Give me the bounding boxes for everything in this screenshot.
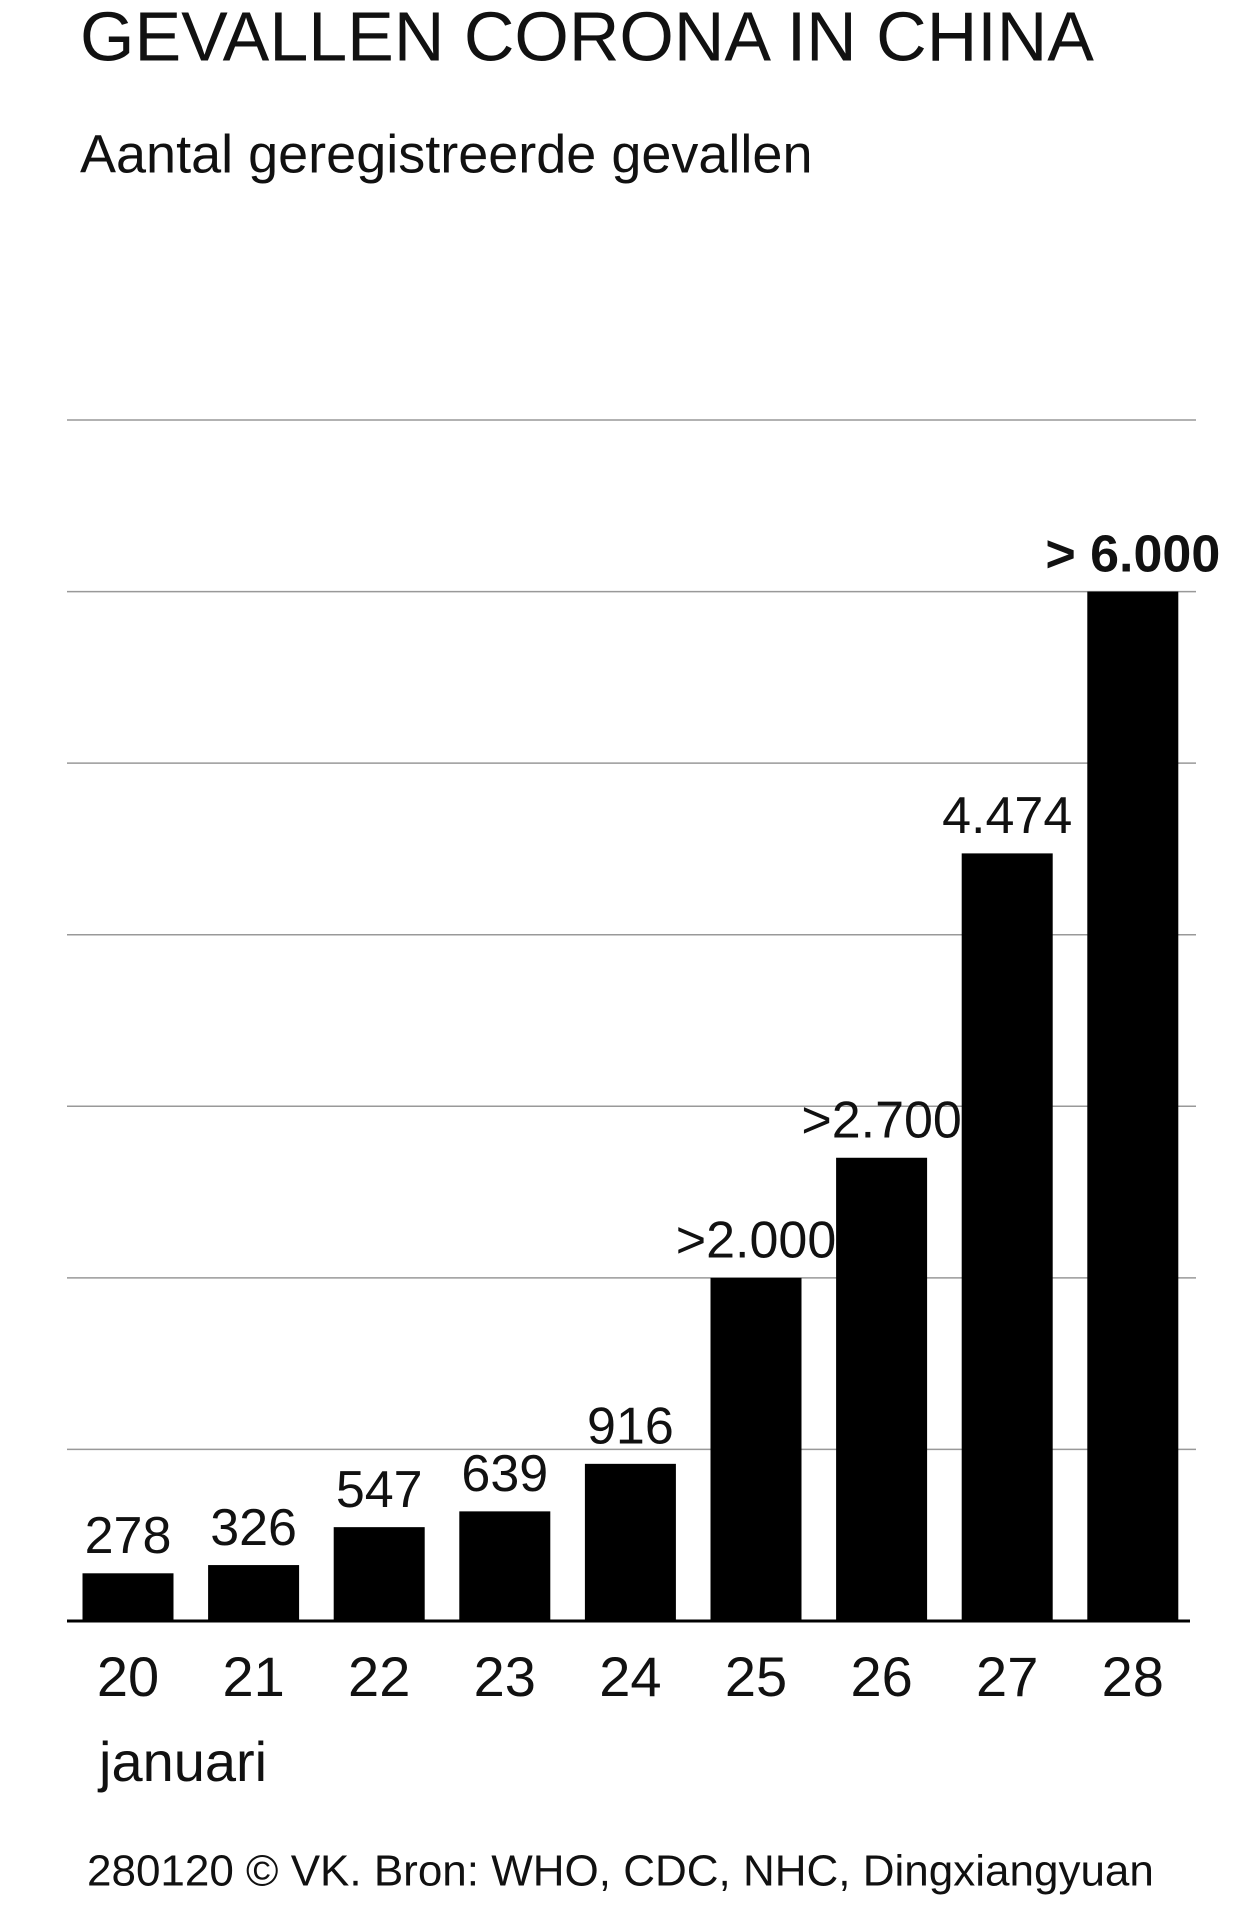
x-tick-label: 26 — [850, 1645, 912, 1708]
bar — [836, 1157, 928, 1621]
x-tick-label: 22 — [348, 1645, 410, 1708]
bar — [584, 1463, 676, 1621]
x-tick-label: 21 — [222, 1645, 284, 1708]
x-axis-label: januari — [97, 1730, 267, 1793]
value-label: 326 — [210, 1499, 297, 1557]
chart-title: GEVALLEN CORONA IN CHINA — [80, 0, 1094, 75]
x-tick-label: 25 — [725, 1645, 787, 1708]
chart-subtitle: Aantal geregistreerde gevallen — [80, 124, 812, 184]
x-tick-label: 27 — [976, 1645, 1038, 1708]
bar — [961, 853, 1053, 1621]
bar — [208, 1565, 300, 1621]
source-note: 280120 © VK. Bron: WHO, CDC, NHC, Dingxi… — [87, 1847, 1154, 1896]
value-label: > 6.000 — [1045, 525, 1220, 583]
value-label: >2.700 — [801, 1091, 962, 1149]
bar — [1087, 591, 1179, 1621]
value-label: 639 — [461, 1445, 548, 1503]
value-label: >2.000 — [676, 1212, 837, 1270]
bar — [459, 1511, 551, 1621]
bar — [710, 1277, 802, 1621]
value-label: 916 — [587, 1398, 674, 1456]
x-tick-label: 28 — [1102, 1645, 1164, 1708]
x-tick-label: 24 — [599, 1645, 661, 1708]
x-tick-label: 23 — [474, 1645, 536, 1708]
value-label: 547 — [336, 1461, 423, 1519]
value-label: 278 — [85, 1507, 172, 1565]
bar — [333, 1527, 425, 1621]
x-tick-label: 20 — [97, 1645, 159, 1708]
value-label: 4.474 — [942, 787, 1072, 845]
bar — [82, 1573, 174, 1621]
